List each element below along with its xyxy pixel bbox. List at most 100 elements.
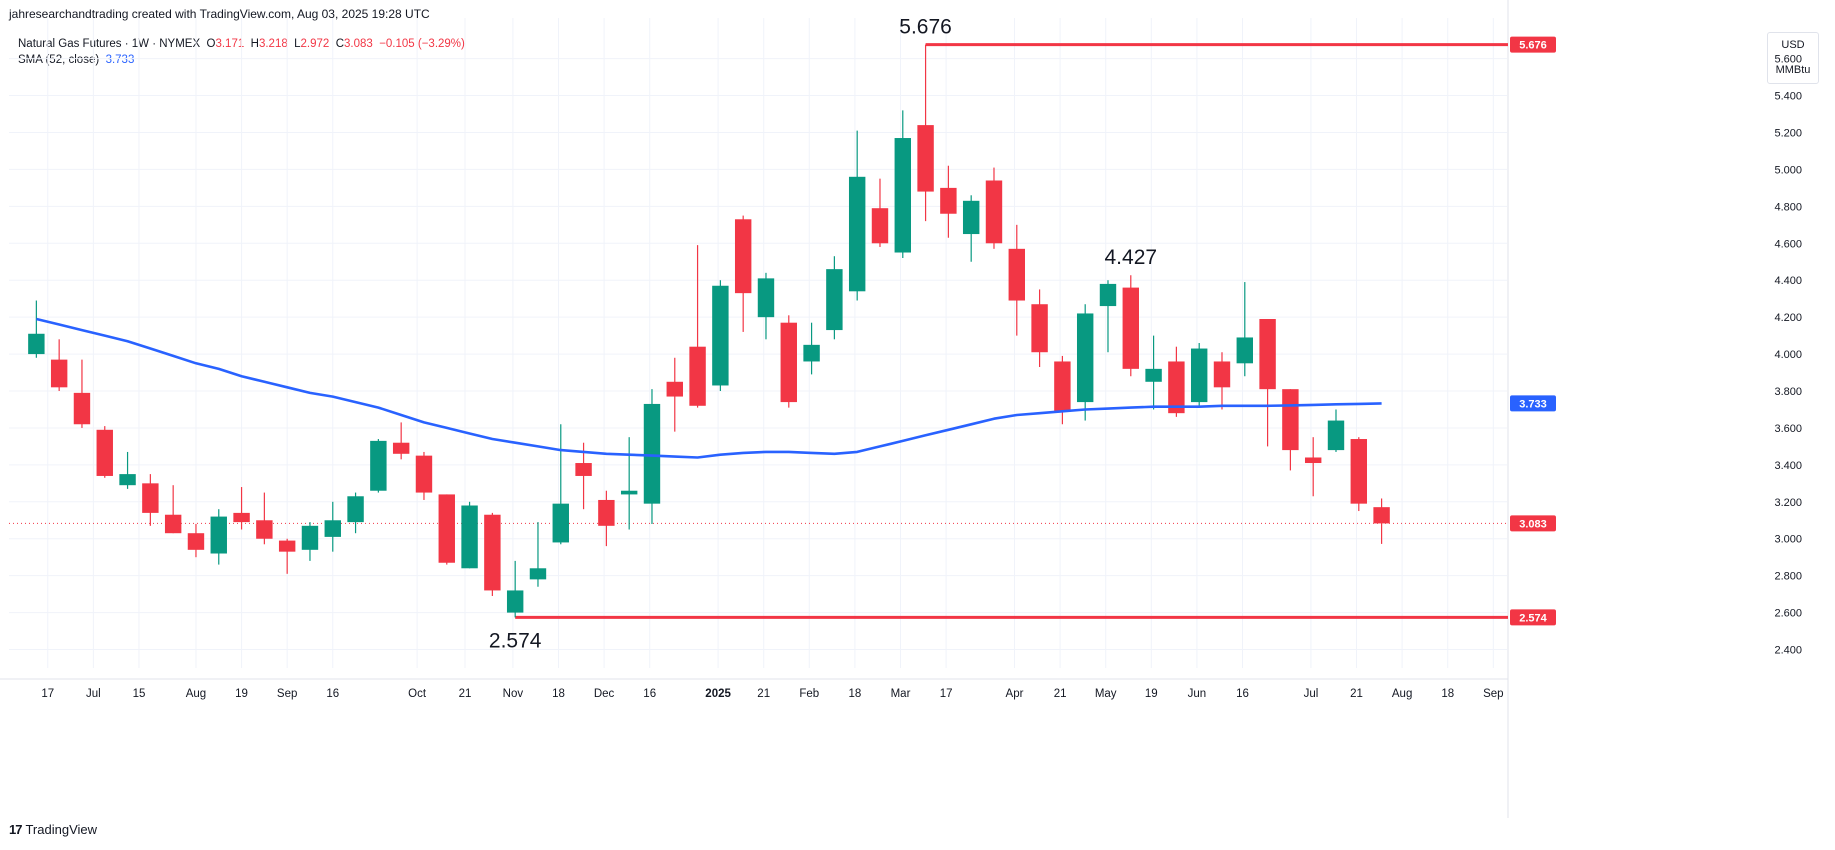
candle-down: [1054, 361, 1071, 412]
candle-down: [438, 494, 455, 563]
symbol-ohlc-row: Natural Gas Futures · 1W · NYMEX O3.171 …: [18, 36, 465, 52]
tradingview-footer: 17 TradingView: [9, 822, 97, 837]
candle-up: [620, 490, 638, 495]
time-tick-label: 15: [133, 688, 146, 700]
price-tick-label: 4.800: [1774, 201, 1802, 213]
candle-down: [1031, 304, 1048, 353]
candle-up: [506, 590, 524, 613]
price-tick-label: 4.200: [1774, 312, 1802, 324]
time-tick-label: 18: [849, 688, 862, 700]
time-tick-label: 21: [1054, 688, 1067, 700]
time-tick-label: Feb: [799, 688, 819, 700]
time-tick-label: Sep: [277, 688, 297, 700]
low-label: L: [294, 38, 301, 50]
open-label: O: [206, 38, 216, 50]
time-tick-label: 18: [1441, 688, 1454, 700]
units-selector[interactable]: USD MMBtu: [1767, 32, 1819, 84]
sma-value: 3.733: [105, 54, 135, 66]
time-tick-label: 17: [41, 688, 54, 700]
candle-down: [1373, 507, 1390, 524]
high-value: 3.218: [258, 38, 288, 50]
chart-legend: Natural Gas Futures · 1W · NYMEX O3.171 …: [18, 36, 465, 68]
time-tick-label: 17: [940, 688, 953, 700]
level-badge-high: 5.676: [1519, 40, 1547, 52]
candle-up: [643, 403, 661, 504]
price-tick-label: 4.600: [1774, 238, 1802, 250]
candle-up: [370, 440, 387, 491]
chart-attribution: jahresearchandtrading created with Tradi…: [9, 7, 430, 21]
close-value: 3.083: [344, 38, 373, 50]
currency-label[interactable]: USD: [1781, 39, 1805, 51]
candle-up: [1145, 368, 1162, 382]
candle-down: [689, 346, 706, 406]
candle-down: [780, 322, 797, 403]
candle-down: [1008, 248, 1025, 301]
price-tick-label: 2.600: [1774, 608, 1802, 620]
time-tick-label: 16: [326, 688, 339, 700]
candle-down: [917, 125, 934, 192]
candle-down: [1282, 389, 1299, 451]
price-tick-label: 4.000: [1774, 349, 1802, 361]
tradingview-brand: TradingView: [25, 822, 98, 837]
candle-down: [1350, 439, 1368, 504]
candle-up: [1236, 337, 1254, 364]
time-tick-label: 21: [459, 688, 472, 700]
price-tick-label: 3.800: [1774, 386, 1802, 398]
price-annotations: 5.676 4.427 2.574: [489, 16, 1157, 653]
candle-down: [164, 514, 182, 534]
candle-down: [187, 533, 205, 550]
time-tick-label: May: [1095, 688, 1117, 700]
candle-up: [1076, 313, 1094, 403]
candle-down: [940, 187, 957, 214]
candle-down: [985, 180, 1003, 244]
candle-down: [666, 381, 683, 397]
price-tick-label: 2.800: [1774, 571, 1802, 583]
sma-badge-bg: [1510, 395, 1556, 412]
candle-down: [575, 463, 592, 476]
candle-down: [734, 219, 752, 294]
time-tick-label: 19: [1145, 688, 1158, 700]
candle-down: [1304, 457, 1322, 464]
time-tick-label: 16: [1236, 688, 1249, 700]
time-tick-label: Dec: [594, 688, 615, 700]
candle-down: [392, 442, 410, 454]
sma-badge: 3.733: [1519, 398, 1547, 410]
candle-up: [712, 285, 729, 386]
open-value: 3.171: [215, 38, 245, 50]
candle-up: [826, 269, 843, 331]
time-tick-label: 21: [757, 688, 770, 700]
symbol-name[interactable]: Natural Gas Futures · 1W · NYMEX: [18, 38, 201, 50]
unit-label[interactable]: MMBtu: [1775, 64, 1811, 76]
time-tick-label: Aug: [186, 688, 206, 700]
time-tick-label: Jul: [1304, 688, 1319, 700]
candle-up: [1099, 283, 1117, 307]
time-tick-label: 21: [1350, 688, 1363, 700]
close-label: C: [335, 38, 345, 50]
price-annotation: 2.574: [489, 629, 542, 652]
price-badges: 5.676 2.574 3.733 3.083: [1510, 36, 1556, 626]
time-tick-label: Jul: [86, 688, 101, 700]
sma-label[interactable]: SMA (52, close): [18, 54, 100, 66]
time-tick-label: Jun: [1188, 688, 1207, 700]
price-tick-label: 5.000: [1774, 164, 1802, 176]
candle-up: [894, 138, 911, 253]
time-tick-label: Nov: [503, 688, 524, 700]
candle-down: [142, 483, 159, 513]
candle-down: [1122, 287, 1139, 369]
price-tick-label: 3.200: [1774, 497, 1802, 509]
level-lines: [9, 43, 1508, 619]
candle-up: [1327, 420, 1345, 451]
candle-up: [461, 505, 478, 569]
candle-down: [1213, 361, 1231, 388]
price-tick-label: 3.400: [1774, 460, 1802, 472]
candlestick-series: [28, 44, 1390, 618]
candle-up: [848, 176, 866, 292]
price-axis: 2.400 2.600 2.800 3.000 3.200 3.400 3.600 3.800…: [1774, 54, 1802, 657]
candle-up: [347, 496, 364, 523]
candle-down: [278, 540, 296, 552]
candle-down: [73, 392, 91, 425]
sma-line: [36, 317, 1382, 459]
candle-up: [962, 200, 980, 235]
level-badge-high-bg: [1510, 36, 1556, 53]
